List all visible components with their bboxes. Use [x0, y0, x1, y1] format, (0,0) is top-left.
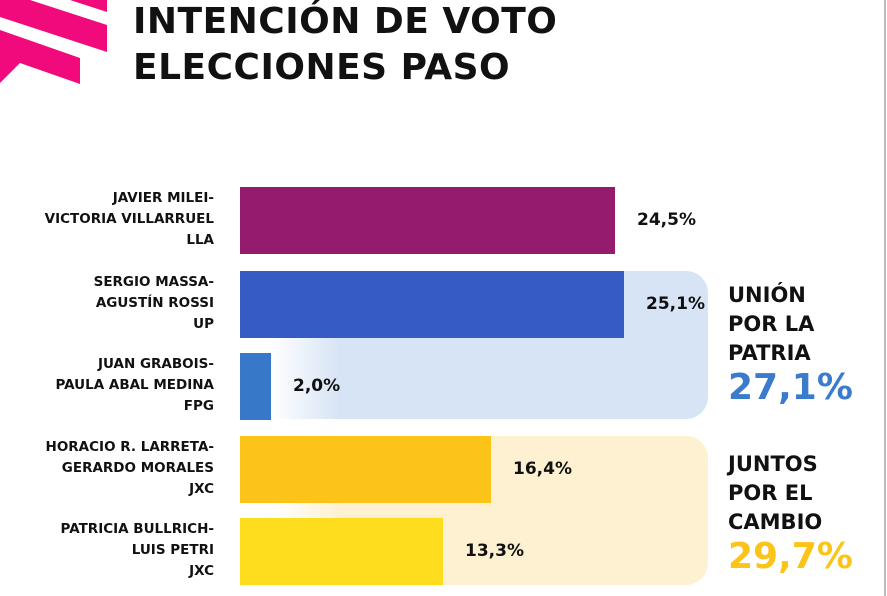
bar — [240, 187, 615, 254]
data-label: 24,5% — [637, 210, 696, 230]
group-total: 27,1% — [728, 367, 853, 408]
category-label-line: LLA — [186, 232, 214, 248]
category-label-line: JXC — [189, 563, 214, 579]
category-label-line: FPG — [183, 398, 214, 414]
category-label: JUAN GRABOIS- PAULA ABAL MEDINA FPG — [55, 354, 214, 417]
bar — [240, 518, 443, 585]
group-name-line: JUNTOS — [728, 452, 818, 476]
category-label: HORACIO R. LARRETA- GERARDO MORALES JXC — [46, 437, 214, 500]
category-label-line: PATRICIA BULLRICH- — [60, 521, 214, 537]
logo-stripes-icon — [0, 0, 107, 84]
category-label: SERGIO MASSA- AGUSTÍN ROSSI UP — [94, 272, 214, 335]
group-name-line: POR LA — [728, 312, 815, 336]
group-label-union-por-la-patria: UNIÓN POR LA PATRIA 27,1% — [728, 281, 853, 408]
category-label-line: LUIS PETRI — [131, 542, 214, 558]
group-name-line: PATRIA — [728, 341, 811, 365]
data-label: 13,3% — [465, 541, 524, 561]
bar — [240, 271, 624, 338]
group-label-juntos-por-el-cambio: JUNTOS POR EL CAMBIO 29,7% — [728, 450, 853, 577]
bar — [240, 436, 491, 503]
bar — [240, 353, 271, 420]
category-label: PATRICIA BULLRICH- LUIS PETRI JXC — [61, 519, 214, 582]
category-label-line: AGUSTÍN ROSSI — [95, 295, 214, 311]
category-label-line: GERARDO MORALES — [61, 460, 214, 476]
group-total: 29,7% — [728, 536, 853, 577]
data-label: 16,4% — [513, 459, 572, 479]
chart-title-line-2: ELECCIONES PASO — [133, 47, 511, 88]
category-label-line: JUAN GRABOIS- — [97, 356, 214, 372]
category-label-line: SERGIO MASSA- — [93, 274, 214, 290]
category-label-line: UP — [193, 316, 214, 332]
group-name-line: UNIÓN — [728, 283, 806, 307]
category-label-line: JAVIER MILEI- — [112, 190, 214, 206]
chart-title-line-1: INTENCIÓN DE VOTO — [133, 1, 558, 42]
category-label-line: HORACIO R. LARRETA- — [45, 439, 214, 455]
group-name-line: POR EL — [728, 481, 813, 505]
category-label: JAVIER MILEI- VICTORIA VILLARRUEL LLA — [45, 188, 214, 251]
category-label-line: JXC — [189, 481, 214, 497]
data-label: 2,0% — [293, 376, 341, 396]
category-label-line: VICTORIA VILLARRUEL — [44, 211, 214, 227]
data-label: 25,1% — [646, 294, 705, 314]
right-edge-divider — [884, 0, 886, 596]
group-name-line: CAMBIO — [728, 510, 823, 534]
category-label-line: PAULA ABAL MEDINA — [55, 377, 214, 393]
